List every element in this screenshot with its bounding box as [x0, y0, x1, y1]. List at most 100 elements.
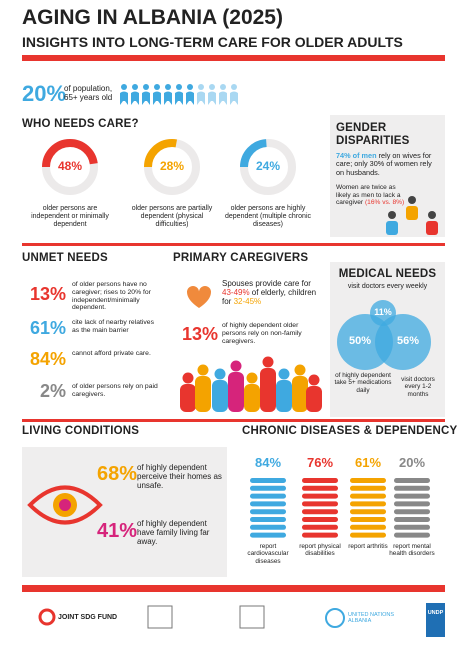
- highlight: 32-45%: [233, 297, 262, 307]
- population-text: of population, 65+ years old: [64, 84, 113, 103]
- stat-value: 41%: [97, 520, 138, 542]
- pill: [350, 485, 386, 491]
- pill: [350, 501, 386, 507]
- stat-value: 20%: [398, 455, 426, 470]
- un-logo: [325, 608, 345, 628]
- stat-text: of highly dependent older persons rely o…: [222, 322, 302, 345]
- pill: [350, 509, 386, 515]
- divider: [22, 243, 445, 246]
- crowd-body: [195, 376, 211, 412]
- person-icon: [175, 91, 183, 105]
- pill: [250, 517, 286, 522]
- person-icon: [388, 211, 396, 219]
- person-icon: [231, 84, 237, 90]
- pill: [350, 493, 386, 499]
- header-bar: [22, 55, 445, 61]
- heart-icon: [187, 286, 211, 308]
- pill: [302, 478, 338, 483]
- person-icon: [154, 84, 160, 90]
- person-icon: [142, 91, 150, 105]
- stat-text: report mental health disorders: [389, 543, 435, 558]
- person-icon: [408, 196, 416, 204]
- stat-text: cannot afford private care.: [72, 350, 151, 357]
- pill: [350, 532, 386, 538]
- pill: [250, 501, 286, 507]
- person-icon: [219, 91, 227, 105]
- pill: [302, 493, 338, 499]
- medical-text: visit doctors every weekly: [347, 283, 428, 290]
- pill: [302, 524, 338, 530]
- population-value: 20%: [22, 81, 67, 106]
- stat-text: of older persons rely on paid caregivers…: [72, 383, 158, 398]
- emblem: [147, 605, 173, 629]
- section-title: CHRONIC DISEASES & DEPENDENCY: [242, 425, 458, 437]
- logo-text: UNDP: [427, 610, 444, 616]
- stat-value: 2%: [40, 381, 67, 401]
- person-icon: [164, 91, 172, 105]
- footer-bar: [22, 585, 445, 592]
- eye-outline: [27, 485, 103, 525]
- stat-text: report cardiovascular diseases: [247, 543, 289, 565]
- gauge-label: 48%: [57, 159, 83, 173]
- stat-value: 84%: [30, 349, 67, 369]
- pill: [250, 524, 286, 530]
- person-icon: [132, 84, 138, 90]
- gauge-arc: [240, 139, 296, 195]
- person-icon: [220, 84, 226, 90]
- person-icon: [208, 91, 216, 105]
- gauge-label: 24%: [255, 159, 281, 173]
- highlight: 74% of men: [336, 151, 377, 160]
- person-icon: [121, 84, 127, 90]
- pill: [394, 478, 430, 483]
- person-icon: [153, 91, 161, 105]
- crowd-head: [294, 364, 306, 376]
- venn-value: 50%: [348, 335, 372, 347]
- pill: [394, 509, 430, 515]
- person-icon: [209, 84, 215, 90]
- text: of elderly, children for: [222, 288, 317, 307]
- crowd-head: [197, 364, 209, 376]
- crowd-body: [292, 376, 308, 412]
- stat-text: of highly dependent have family living f…: [137, 519, 210, 547]
- crowd-body: [244, 384, 260, 412]
- eye-pupil: [59, 499, 71, 511]
- pill: [350, 524, 386, 530]
- crowd-body: [260, 368, 276, 412]
- gender-text: 74% of men rely on wives for care; only …: [336, 151, 440, 177]
- emblem: [239, 605, 265, 629]
- person-icon: [426, 221, 438, 235]
- logo-icon: [38, 608, 56, 626]
- text: rely on wives for care; only 30% of wome…: [336, 151, 432, 177]
- person-icon: [131, 91, 139, 105]
- person-icon: [176, 84, 182, 90]
- person-icon: [186, 91, 194, 105]
- text: Women are twice as likely as men to lack…: [336, 184, 401, 207]
- section-title: PRIMARY CAREGIVERS: [173, 252, 309, 264]
- crowd-head: [230, 360, 242, 372]
- highlight: (16% vs. 8%): [364, 199, 405, 207]
- gauge-text: older persons are independent or minimal…: [31, 205, 109, 229]
- pill: [302, 517, 338, 522]
- logo-text: JOINT SDG FUND: [58, 614, 118, 621]
- pill: [250, 478, 286, 483]
- pill: [350, 478, 386, 483]
- person-icon: [197, 91, 205, 105]
- section-title: LIVING CONDITIONS: [22, 425, 140, 437]
- medical-text: of highly dependent take 5+ medications …: [334, 372, 392, 394]
- pill: [302, 532, 338, 538]
- crowd-head: [214, 368, 226, 380]
- pill: [302, 501, 338, 507]
- gender-note: Women are twice as likely as men to lack…: [336, 184, 410, 207]
- stat-value: 84%: [254, 455, 282, 470]
- crowd-body: [180, 384, 196, 412]
- crowd-head: [246, 372, 258, 384]
- crowd-body: [306, 386, 322, 412]
- stat-text: cite lack of nearby relatives as the mai…: [72, 319, 154, 334]
- pill: [394, 493, 430, 499]
- pill: [302, 509, 338, 515]
- venn-value: 11%: [374, 307, 392, 317]
- crowd-head: [308, 374, 320, 386]
- person-icon: [120, 91, 128, 105]
- pill: [394, 485, 430, 491]
- gauge-arc: [42, 139, 98, 195]
